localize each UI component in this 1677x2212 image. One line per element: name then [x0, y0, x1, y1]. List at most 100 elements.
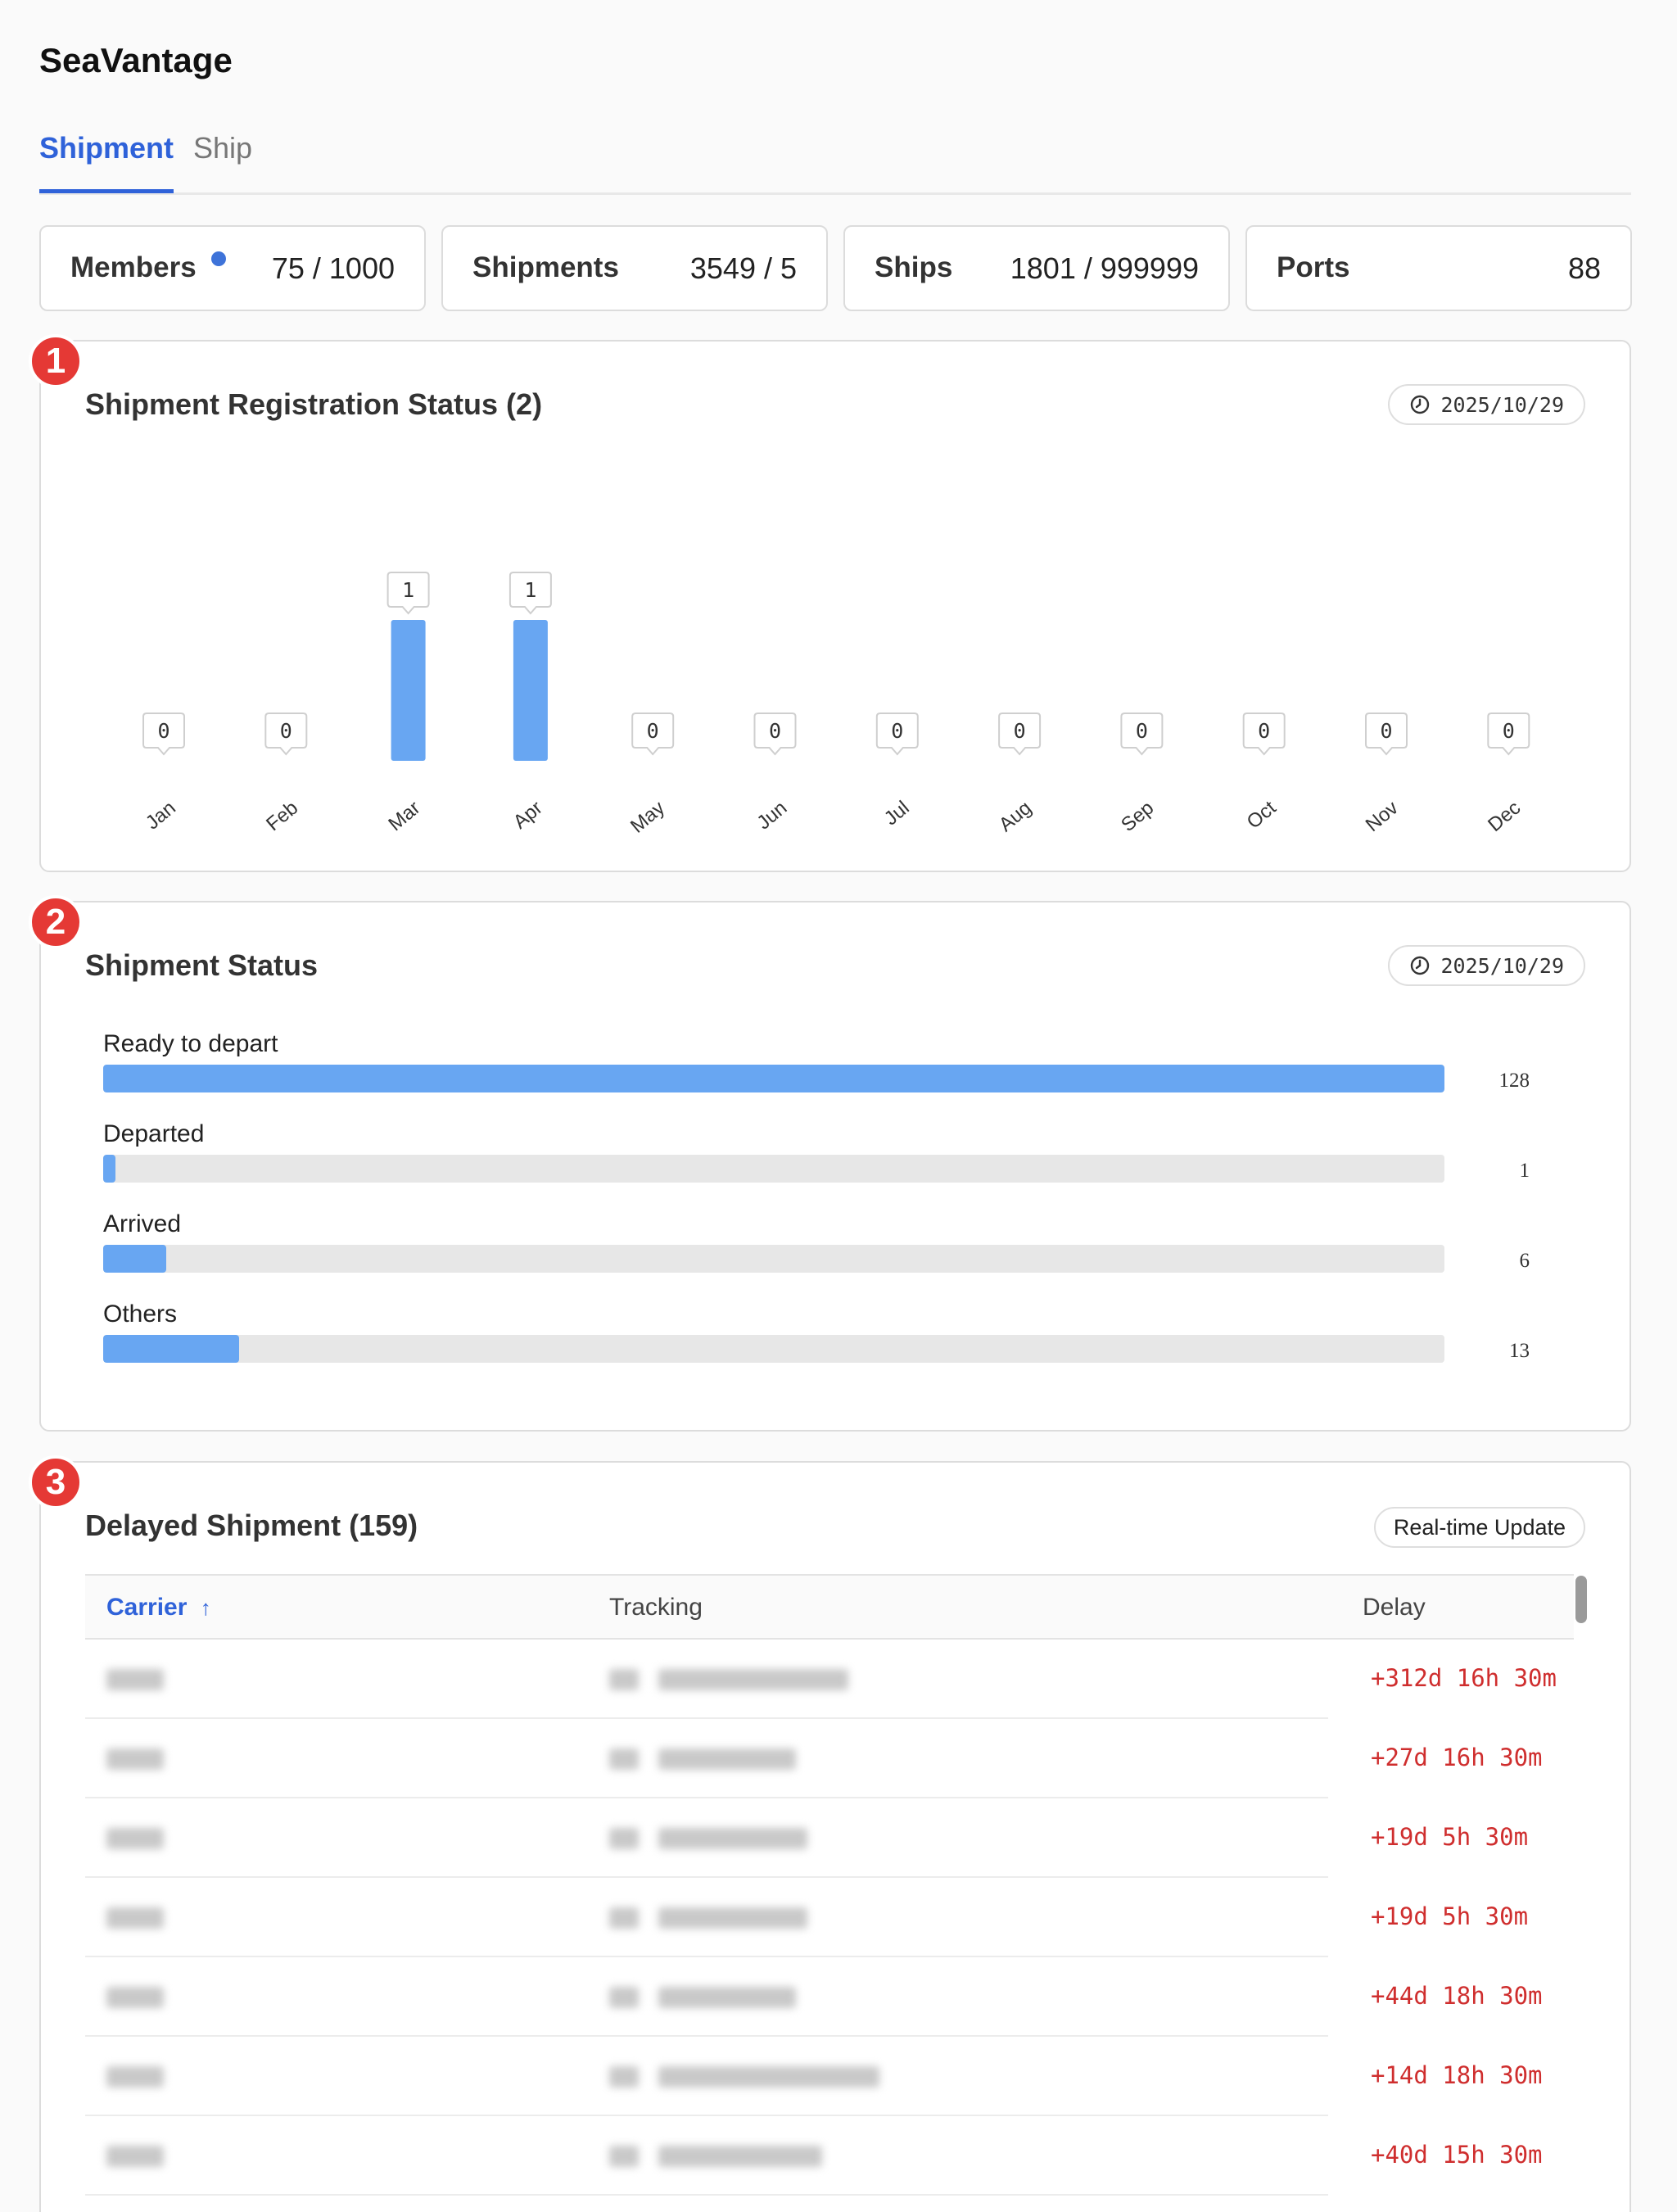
status-count: 1 — [1519, 1160, 1530, 1182]
x-tick-may: May — [626, 797, 669, 838]
data-label-jul: 0 — [875, 712, 919, 756]
date-text: 2025/10/29 — [1440, 392, 1564, 417]
data-label-text: 0 — [891, 719, 903, 743]
stat-value: 1801 / 999999 — [1010, 251, 1199, 285]
table-row[interactable]: +14d 18h 30m — [85, 2037, 1574, 2116]
carrier-cell-redacted — [106, 2146, 164, 2167]
table-row[interactable]: +312d 16h 30m — [85, 1640, 1574, 1719]
date-text: 2025/10/29 — [1440, 953, 1564, 978]
registration-bar-chart: 0 Jan 0 Feb 1 Mar 1 Apr 0 May 0 Jun 0 Jul 0 Aug 0 Sep 0 Oct… — [142, 572, 1530, 838]
tracking-cell-redacted — [658, 1748, 796, 1770]
status-label: Arrived — [103, 1210, 182, 1237]
clock-icon — [1411, 956, 1430, 975]
delay-cell — [1328, 1798, 1574, 1878]
tracking-cell-redacted — [658, 1828, 807, 1849]
carrier-header-label: Carrier — [106, 1594, 188, 1621]
data-label-text: 1 — [402, 578, 414, 602]
bar-apr[interactable] — [513, 620, 548, 761]
stat-label: Ships — [875, 251, 953, 283]
tab-shipment[interactable]: Shipment — [39, 131, 174, 193]
status-progress-track — [103, 1155, 1444, 1183]
tracking-column-header[interactable]: Tracking — [609, 1594, 703, 1621]
data-label-text: 0 — [1258, 719, 1270, 743]
delay-value: +44d 18h 30m — [1371, 1982, 1543, 2010]
stat-card-ships: Ships 1801 / 999999 — [843, 225, 1230, 311]
table-row[interactable]: +44d 18h 30m — [85, 1957, 1574, 2037]
delay-value: +312d 16h 30m — [1371, 1664, 1557, 1692]
stat-label: Members — [70, 251, 197, 283]
carrier-cell-redacted — [106, 2066, 164, 2088]
table-header: Carrier ↑ Tracking Delay — [85, 1574, 1587, 1640]
data-label-mar: 1 — [386, 572, 430, 615]
x-tick-aug: Aug — [995, 797, 1036, 836]
x-tick-sep: Sep — [1117, 797, 1158, 836]
delay-cell — [1328, 2037, 1574, 2116]
data-label-text: 0 — [1380, 719, 1392, 743]
carrier-cell-redacted — [106, 1907, 164, 1929]
stat-card-members: Members 75 / 1000 — [39, 225, 426, 311]
status-progress-track — [103, 1065, 1444, 1092]
panel-title: Shipment Status — [85, 948, 319, 982]
tracking-cell-redacted — [658, 1907, 807, 1929]
tracking-cell-redacted — [658, 2066, 879, 2088]
data-label-jun: 0 — [753, 712, 797, 756]
table-row[interactable]: +19d 5h 30m — [85, 1798, 1574, 1878]
delayed-shipment-table: Carrier ↑ Tracking Delay +312d 16h 30m +2… — [85, 1574, 1587, 2196]
data-label-text: 0 — [1136, 719, 1148, 743]
x-tick-jun: Jun — [753, 797, 791, 835]
x-tick-dec: Dec — [1484, 797, 1525, 836]
carrier-cell-redacted — [106, 1669, 164, 1690]
delay-cell — [1328, 1719, 1574, 1798]
status-progress-fill — [103, 1065, 1444, 1092]
shipment-status-panel: Shipment Status 2025/10/29 Ready to depa… — [39, 901, 1631, 1432]
data-label-text: 0 — [280, 719, 292, 743]
status-progress-track — [103, 1245, 1444, 1273]
realtime-update-button[interactable]: Real-time Update — [1373, 1507, 1585, 1548]
carrier-cell-redacted — [106, 1987, 164, 2008]
tab-ship[interactable]: Ship — [193, 131, 253, 165]
section-badge-2: 2 — [29, 895, 83, 949]
status-progress-fill — [103, 1335, 240, 1363]
tracking-cell-redacted — [658, 1987, 796, 2008]
status-label: Ready to depart — [103, 1030, 278, 1057]
tracking-prefix-redacted — [609, 2066, 639, 2088]
status-progress-fill — [103, 1245, 166, 1273]
data-label-oct: 0 — [1242, 712, 1286, 756]
carrier-cell-redacted — [106, 1828, 164, 1849]
status-label: Others — [103, 1301, 178, 1328]
notification-dot — [211, 251, 226, 266]
date-pill: 2025/10/29 — [1388, 945, 1585, 986]
data-label-feb: 0 — [264, 712, 308, 756]
delay-cell — [1328, 1640, 1574, 1719]
tracking-prefix-redacted — [609, 1748, 639, 1770]
sort-arrow-up-icon[interactable]: ↑ — [200, 1595, 211, 1620]
data-label-nov: 0 — [1365, 712, 1408, 756]
table-row[interactable]: +27d 16h 30m — [85, 1719, 1574, 1798]
x-tick-oct: Oct — [1243, 797, 1281, 834]
tracking-prefix-redacted — [609, 1669, 639, 1690]
delay-column-header[interactable]: Delay — [1363, 1594, 1426, 1621]
data-label-may: 0 — [631, 712, 675, 756]
data-label-text: 1 — [524, 578, 536, 602]
carrier-cell-redacted — [106, 1748, 164, 1770]
scrollbar-thumb[interactable] — [1575, 1576, 1587, 1623]
stat-value: 3549 / 5 — [689, 251, 797, 285]
data-label-sep: 0 — [1120, 712, 1164, 756]
x-tick-apr: Apr — [509, 797, 547, 834]
stat-label: Ports — [1277, 251, 1350, 283]
tracking-prefix-redacted — [609, 1907, 639, 1929]
status-count: 128 — [1498, 1070, 1530, 1092]
data-label-text: 0 — [1503, 719, 1515, 743]
status-count: 13 — [1509, 1340, 1530, 1362]
bar-mar[interactable] — [391, 620, 426, 761]
clock-icon — [1411, 395, 1430, 414]
stat-card-ports: Ports 88 — [1245, 225, 1632, 311]
panel-title: Delayed Shipment (159) — [85, 1509, 418, 1542]
stat-value: 88 — [1567, 251, 1601, 285]
carrier-column-header[interactable]: Carrier ↑ — [106, 1594, 211, 1622]
data-label-dec: 0 — [1487, 712, 1530, 756]
delay-cell — [1328, 1878, 1574, 1957]
app-title: SeaVantage — [39, 41, 233, 79]
table-row[interactable]: +40d 15h 30m — [85, 2116, 1574, 2196]
table-row[interactable]: +19d 5h 30m — [85, 1878, 1574, 1957]
